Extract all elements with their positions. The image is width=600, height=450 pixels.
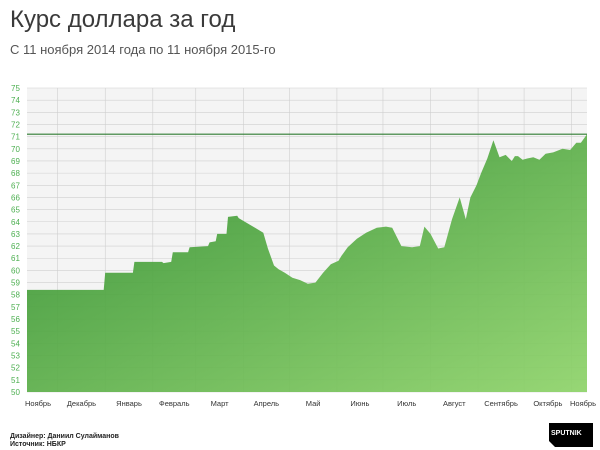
x-tick-label: Март (211, 399, 230, 408)
y-tick-label: 69 (11, 157, 20, 166)
y-tick-label: 73 (11, 108, 20, 117)
x-tick-label: Май (306, 399, 321, 408)
x-tick-label: Ноябрь (25, 399, 51, 408)
y-axis-ticks: 50 51 52 53 54 55 56 57 58 59 60 61 62 63 64 65 66 67 68 69… (11, 84, 20, 397)
y-tick-label: 66 (11, 193, 20, 202)
y-tick-label: 53 (11, 352, 20, 361)
y-tick-label: 68 (11, 169, 20, 178)
y-tick-label: 75 (11, 84, 20, 93)
source-credit: Источник: НБКР (10, 441, 66, 448)
y-tick-label: 63 (11, 230, 20, 239)
x-tick-label: Октябрь (533, 399, 562, 408)
x-tick-label: Июль (397, 399, 416, 408)
designer-credit: Дизайнер: Даниил Сулайманов (10, 433, 119, 440)
x-tick-label: Сентябрь (484, 399, 518, 408)
y-tick-label: 50 (11, 388, 20, 397)
y-tick-label: 72 (11, 120, 20, 129)
x-tick-label: Июнь (350, 399, 369, 408)
y-tick-label: 71 (11, 133, 20, 142)
y-tick-label: 52 (11, 364, 20, 373)
y-tick-label: 56 (11, 315, 20, 324)
x-tick-label: Август (443, 399, 466, 408)
y-tick-label: 57 (11, 303, 20, 312)
y-tick-label: 54 (11, 339, 20, 348)
y-tick-label: 64 (11, 218, 20, 227)
x-axis-ticks: Ноябрь Декабрь Январь Февраль Март Апрель Май И… (25, 399, 596, 408)
y-tick-label: 62 (11, 242, 20, 251)
sputnik-logo-text: SPUTNIK (551, 430, 582, 437)
page-subtitle: С 11 ноября 2014 года по 11 ноября 2015-… (10, 42, 276, 57)
y-tick-label: 55 (11, 327, 20, 336)
x-tick-label: Февраль (159, 399, 190, 408)
page-title: Курс доллара за год (10, 6, 236, 33)
x-tick-label: Январь (116, 399, 142, 408)
y-tick-label: 51 (11, 376, 20, 385)
sputnik-logo (549, 423, 593, 447)
y-tick-label: 70 (11, 145, 20, 154)
y-tick-label: 60 (11, 266, 20, 275)
y-tick-label: 65 (11, 206, 20, 215)
x-tick-label: Ноябрь (570, 399, 596, 408)
y-tick-label: 59 (11, 279, 20, 288)
x-tick-label: Апрель (254, 399, 280, 408)
y-tick-label: 61 (11, 254, 20, 263)
y-tick-label: 67 (11, 181, 20, 190)
x-tick-label: Декабрь (67, 399, 96, 408)
series-area (27, 134, 587, 392)
y-tick-label: 58 (11, 291, 20, 300)
y-tick-label: 74 (11, 96, 20, 105)
